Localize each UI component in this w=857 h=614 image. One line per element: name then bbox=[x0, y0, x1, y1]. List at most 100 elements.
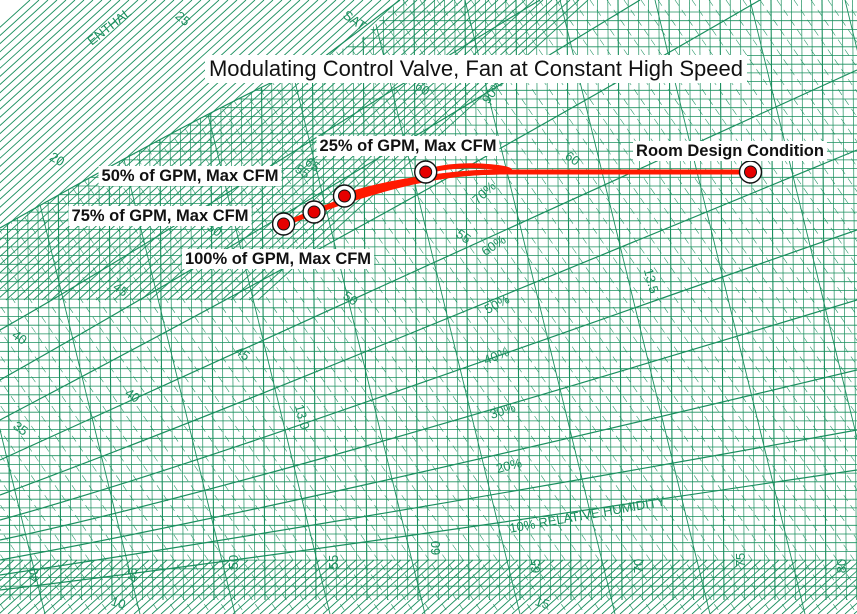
wet-bulb-line bbox=[725, 0, 857, 192]
enthalpy-scale-tick bbox=[205, 559, 267, 614]
enthalpy-scale-tick bbox=[232, 559, 294, 614]
enthalpy-scale-tick bbox=[160, 559, 222, 614]
dry-bulb-line bbox=[383, 0, 388, 601]
x-axis-tick-label: 50 bbox=[226, 555, 241, 569]
enthalpy-scale-tick bbox=[250, 559, 312, 614]
dry-bulb-line bbox=[240, 0, 245, 601]
relative-humidity-curve bbox=[0, 469, 857, 591]
enthalpy-line bbox=[14, 0, 346, 301]
enthalpy-scale-tick bbox=[493, 559, 555, 614]
state-point-callout-background bbox=[316, 136, 500, 156]
wet-bulb-line bbox=[708, 0, 857, 217]
enthalpy-scale-tick bbox=[178, 559, 240, 614]
state-point-callouts: Room Design Condition 25% of GPM, Max CFM… bbox=[68, 136, 827, 269]
dry-bulb-line bbox=[729, 0, 735, 601]
state-point-callout: 50% of GPM, Max CFM bbox=[102, 167, 279, 185]
enthalpy-scale-tick bbox=[790, 559, 852, 614]
specific-volume-line bbox=[464, 0, 616, 614]
enthalpy-line bbox=[0, 0, 310, 282]
dry-bulb-line bbox=[434, 0, 439, 601]
relative-humidity-curve bbox=[0, 369, 857, 561]
enthalpy-scale-tick bbox=[601, 559, 663, 614]
enthalpy-line bbox=[0, 0, 130, 118]
dry-bulb-line bbox=[352, 0, 358, 601]
dry-bulb-line bbox=[281, 0, 286, 601]
dew-point-label: 45 bbox=[232, 343, 252, 364]
state-point-markers bbox=[271, 160, 763, 236]
enthalpy-scale-tick bbox=[88, 559, 150, 614]
enthalpy-scale-tick bbox=[106, 559, 168, 614]
enthalpy-scale-tick bbox=[277, 559, 339, 614]
enthalpy-line bbox=[95, 0, 427, 301]
dew-point-label: 60 bbox=[562, 148, 582, 169]
dry-bulb-line bbox=[811, 0, 817, 601]
enthalpy-scale-tick bbox=[367, 559, 429, 614]
enthalpy-scale-tick bbox=[394, 559, 456, 614]
enthalpy-scale-tick bbox=[826, 586, 857, 614]
enthalpy-scale-tick bbox=[745, 559, 807, 614]
state-point-marker bbox=[744, 165, 757, 179]
state-point-marker bbox=[307, 205, 321, 219]
enthalpy-scale-tick bbox=[709, 559, 771, 614]
enthalpy-line bbox=[0, 0, 265, 241]
enthalpy-line bbox=[0, 0, 220, 200]
wet-bulb-line bbox=[181, 0, 603, 614]
enthalpy-scale-tick bbox=[52, 559, 114, 614]
enthalpy-scale-tick bbox=[196, 559, 258, 614]
relative-humidity-curve bbox=[0, 429, 857, 576]
wet-bulb-line bbox=[249, 0, 671, 614]
enthalpy-line bbox=[0, 0, 319, 290]
enthalpy-scale-tick bbox=[0, 559, 33, 590]
enthalpy-line bbox=[0, 0, 274, 249]
enthalpy-scale-tick bbox=[286, 559, 348, 614]
state-point-callout-background bbox=[633, 141, 827, 161]
enthalpy-scale-tick bbox=[43, 559, 105, 614]
dry-bulb-line bbox=[546, 0, 551, 601]
enthalpy-scale-tick bbox=[313, 559, 375, 614]
x-axis-tick-label: 40 bbox=[26, 568, 41, 582]
wet-bulb-line bbox=[300, 0, 722, 614]
wet-bulb-line bbox=[844, 0, 857, 19]
enthalpy-scale-tick bbox=[448, 559, 510, 614]
state-point-callout: 25% of GPM, Max CFM bbox=[320, 137, 497, 155]
enthalpy-scale-tick bbox=[61, 559, 123, 614]
enthalpy-scale-tick bbox=[331, 559, 393, 614]
enthalpy-scale-tick bbox=[187, 559, 249, 614]
wet-bulb-line bbox=[640, 0, 857, 317]
enthalpy-scale-tick bbox=[511, 559, 573, 614]
enthalpy-scale-tick bbox=[484, 559, 546, 614]
enthalpy-scale-tick bbox=[124, 559, 186, 614]
enthalpy-scale-tick bbox=[574, 559, 636, 614]
x-axis-tick-label: 60 bbox=[428, 541, 443, 555]
enthalpy-scale-tick bbox=[619, 559, 681, 614]
enthalpy-scale-tick bbox=[754, 559, 816, 614]
enthalpy-line bbox=[0, 0, 328, 298]
enthalpy-line bbox=[0, 0, 112, 102]
process-line bbox=[311, 169, 753, 215]
enthalpy-scale-tick bbox=[385, 559, 447, 614]
enthalpy-scale-tick bbox=[241, 559, 303, 614]
enthalpy-line bbox=[0, 0, 292, 266]
dry-bulb-line bbox=[597, 0, 602, 601]
enthalpy-line bbox=[0, 0, 202, 184]
enthalpy-scale-tick bbox=[349, 559, 411, 614]
enthalpy-scale-tick bbox=[664, 559, 726, 614]
wet-bulb-label: 45 bbox=[110, 279, 130, 300]
enthalpy-line bbox=[0, 0, 85, 77]
enthalpy-scale-tick bbox=[763, 559, 825, 614]
enthalpy-scale-tick bbox=[439, 559, 501, 614]
specific-volume-label: 13.5 bbox=[641, 267, 662, 295]
enthalpy-scale-tick bbox=[151, 559, 213, 614]
enthalpy-line bbox=[32, 0, 364, 301]
wet-bulb-line bbox=[657, 0, 857, 292]
enthalpy-line bbox=[0, 0, 184, 167]
enthalpy-scale-tick bbox=[430, 559, 492, 614]
enthalpy-scale-tick bbox=[844, 602, 857, 614]
dry-bulb-line bbox=[444, 0, 449, 601]
enthalpy-line bbox=[0, 0, 283, 257]
enthalpy-line bbox=[0, 0, 121, 110]
enthalpy-scale-tick bbox=[304, 559, 366, 614]
enthalpy-tick-label: 10 bbox=[109, 593, 127, 612]
enthalpy-scale-tick bbox=[502, 559, 564, 614]
enthalpy-scale-tick bbox=[637, 559, 699, 614]
